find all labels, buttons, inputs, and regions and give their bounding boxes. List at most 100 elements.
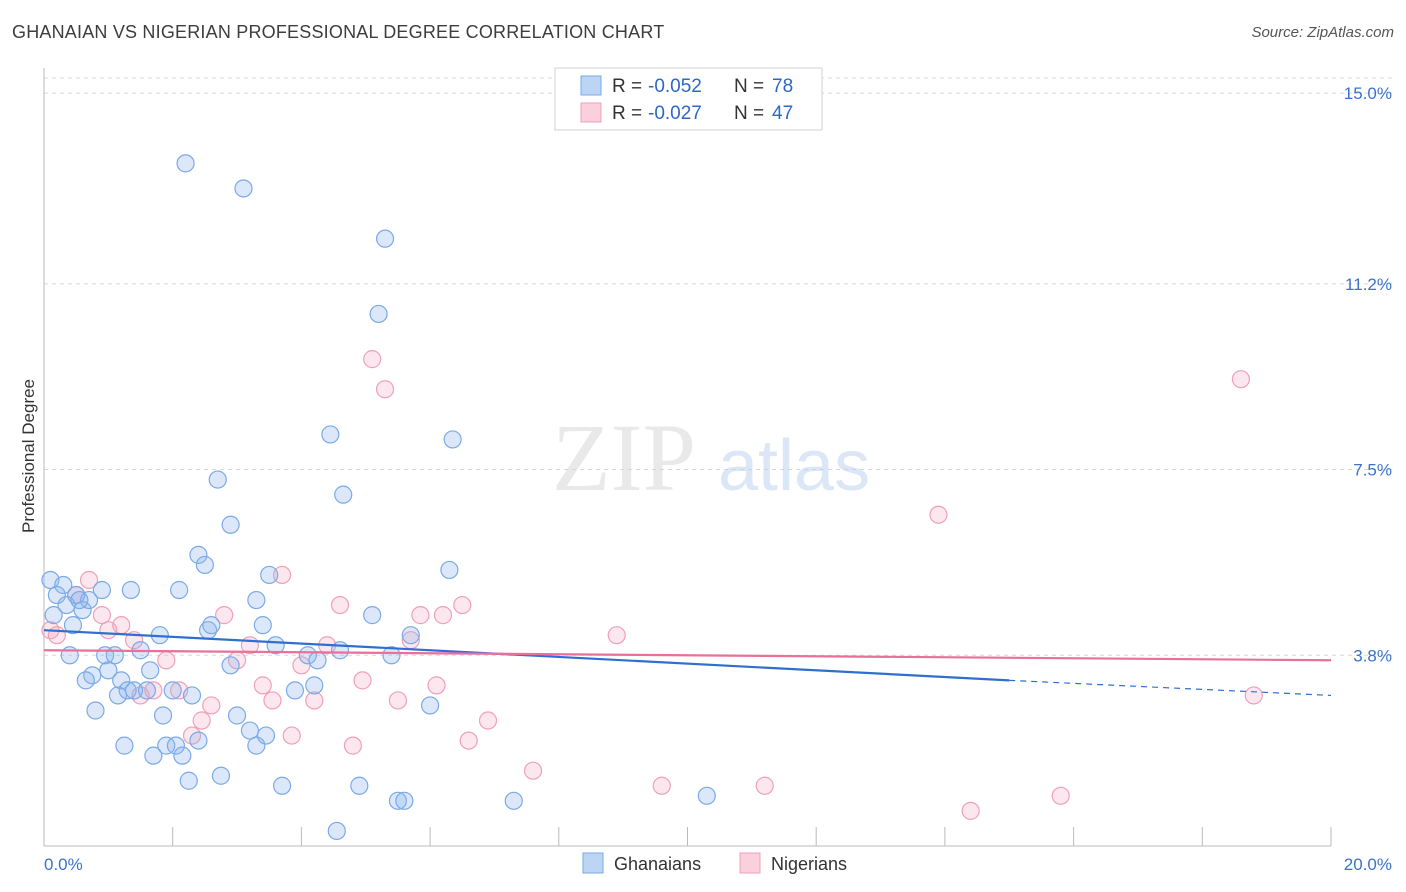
nigerians-r-label: R = [612,103,642,124]
nigerians-trend-line [43,649,1332,662]
ghanaians-point [63,616,83,635]
ghanaians-trend-line [43,629,1010,682]
ghanaians-point [401,626,420,645]
nigerians-point [215,606,234,625]
ghanaians-point [388,791,408,810]
nigerians-point [353,671,372,690]
ghanaians-point [272,776,292,795]
ghanaians-point [240,721,260,740]
ghanaians-point [141,661,160,680]
ghanaians-point [137,681,157,700]
ghanaians-point [189,731,208,750]
ghanaians-point [170,580,189,600]
ghanaians-point [697,786,716,805]
ghanaians-point [440,560,459,580]
ghanaians-point [121,580,140,600]
ghanaians-r-label: R = [612,76,642,97]
x-tick-labels: 0.0% 20.0% [44,855,1392,874]
ghanaians-point [153,706,173,725]
nigerians-r-value: -0.027 [648,103,702,124]
stats-legend: R = -0.052 N = 78 R = -0.027 N = 47 [554,67,823,131]
x-tick-label: 20.0% [1344,855,1392,874]
ghanaians-point [382,646,401,665]
nigerians-point [388,691,408,710]
ghanaians-points [41,154,716,841]
gridlines [44,77,1392,656]
series-legend: Ghanaians Nigerians [582,852,847,874]
ghanaians-point [73,600,92,620]
nigerians-point [433,606,453,625]
nigerians-point [459,731,478,750]
ghanaians-swatch [580,75,602,96]
ghanaians-point [327,821,346,841]
ghanaians-point [285,681,305,700]
watermark: ZIP atlas [552,404,870,511]
nigerians-point [607,626,626,645]
ghanaians-point [173,746,192,765]
nigerians-point [282,726,301,745]
nigerians-point [47,626,66,645]
nigerians-point [330,595,350,615]
ghanaians-point [182,686,202,705]
ghanaians-point [92,580,112,600]
nigerians-point [363,350,382,369]
nigerians-point [305,691,324,710]
nigerians-point [375,380,395,399]
ghanaians-point [298,646,317,665]
y-tick-label: 7.5% [1353,461,1392,480]
ghanaians-point [176,154,195,173]
nigerians-point [202,696,221,715]
ghanaians-point [308,651,327,670]
ghanaians-point [234,179,253,198]
chart-title: GHANAIAN VS NIGERIAN PROFESSIONAL DEGREE… [12,22,665,42]
ghanaians-point [334,485,353,504]
ghanaians-point [70,590,89,610]
legend-nigerians-label: Nigerians [771,854,847,874]
nigerians-point [652,776,671,795]
ghanaians-point [189,545,208,564]
nigerians-n-label: N = [734,103,764,124]
nigerians-point [144,681,163,700]
nigerians-point [411,606,430,625]
ghanaians-point [195,555,214,575]
ghanaians-point [112,671,131,690]
ghanaians-point [157,736,176,755]
ghanaians-point [421,696,440,715]
ghanaians-point [321,425,340,444]
ghanaians-point [105,646,124,665]
nigerians-n-value: 47 [772,103,793,124]
ghanaians-point [350,776,369,795]
ghanaians-point [166,736,186,755]
ghanaians-point [202,616,221,635]
ghanaians-point [118,681,137,700]
ghanaians-point [256,726,276,745]
ghanaians-point [211,766,231,785]
ghanaians-point [375,229,395,248]
ghanaians-point [247,590,266,610]
nigerians-point [263,691,282,710]
y-tick-label: 11.2% [1345,275,1392,294]
nigerians-point [253,676,272,695]
nigerians-point [79,570,99,590]
ghanaians-point [99,661,118,680]
ghanaians-point [504,791,523,810]
nigerians-point [112,616,131,635]
nigerians-point [929,505,948,524]
ghanaians-r-value: -0.052 [648,76,702,97]
watermark-atlas: atlas [718,426,870,506]
ghanaians-point [44,606,63,625]
nigerians-point [427,676,446,695]
ghanaians-point [208,470,227,489]
ghanaians-point [260,565,279,585]
ghanaians-n-value: 78 [772,76,793,97]
nigerians-point [478,711,498,730]
nigerians-swatch [580,102,602,123]
nigerians-point [1231,370,1251,389]
nigerians-point [961,801,980,820]
ghanaians-point [144,746,163,765]
x-tick-label: 0.0% [44,855,83,874]
ghanaians-point [253,616,272,635]
ghanaians-point [79,590,99,610]
nigerians-point [192,711,211,730]
